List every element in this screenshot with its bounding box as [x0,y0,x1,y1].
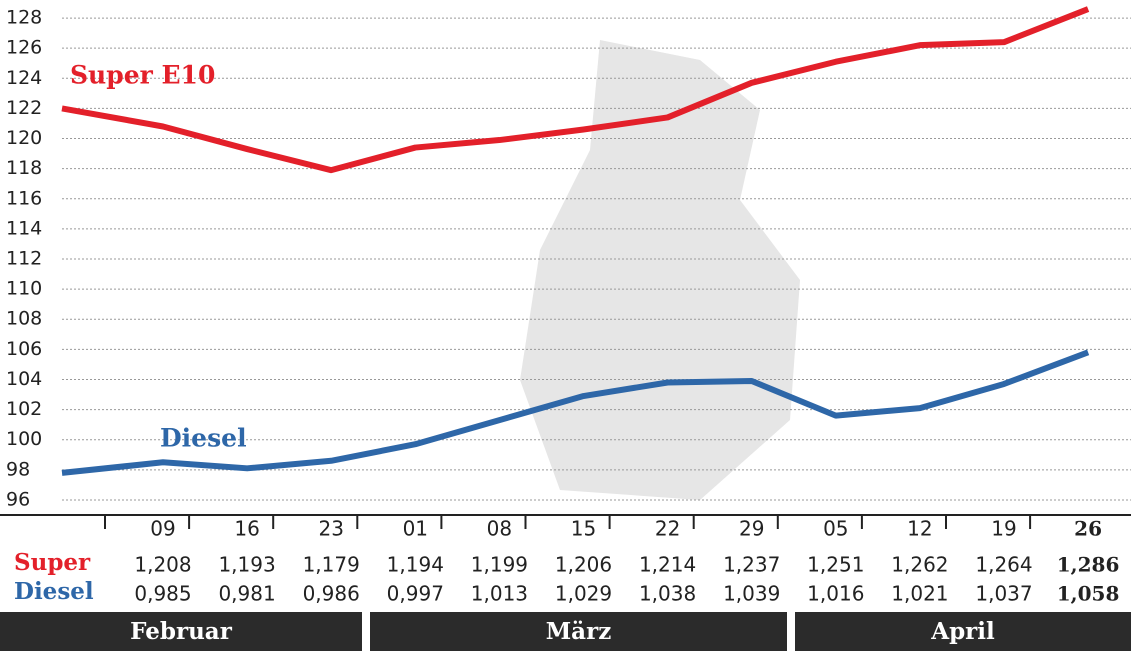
y-tick-label: 108 [6,308,42,330]
value-label: 1,179 [303,553,360,577]
value-label: 1,208 [134,553,191,577]
series-line [62,9,1088,170]
x-tick-label: 08 [487,517,512,541]
value-label: 1,199 [471,553,528,577]
x-tick-label: 22 [655,517,680,541]
month-label: Februar [130,618,233,645]
x-tick-label: 29 [739,517,764,541]
x-tick-label: 12 [907,517,932,541]
value-label: 0,981 [218,582,275,606]
x-tick-label: 01 [403,517,428,541]
value-label: 1,037 [975,582,1032,606]
value-label: 1,058 [1057,582,1120,606]
x-tick-label: 05 [823,517,848,541]
value-label: 1,264 [975,553,1032,577]
value-label: 1,193 [218,553,275,577]
month-label: März [546,618,612,645]
value-label: 0,997 [387,582,444,606]
row-label: Super [14,549,91,576]
y-tick-label: 124 [6,67,42,89]
y-tick-label: 122 [6,97,42,119]
value-label: 1,016 [807,582,864,606]
y-tick-label: 106 [6,338,42,360]
x-tick-label: 23 [318,517,343,541]
x-tick-label: 15 [571,517,596,541]
value-label: 1,214 [639,553,696,577]
value-label: 0,986 [303,582,360,606]
value-label: 1,013 [471,582,528,606]
value-label: 1,286 [1057,553,1120,577]
y-tick-label: 112 [6,248,42,270]
y-tick-label: 110 [6,278,42,300]
y-tick-label: 128 [6,7,42,29]
value-label: 1,038 [639,582,696,606]
x-tick-label: 19 [991,517,1016,541]
value-label: 1,237 [723,553,780,577]
map-backdrop [520,40,800,500]
x-tick-label: 09 [150,517,175,541]
value-label: 1,194 [387,553,444,577]
y-tick-label: 98 [6,458,30,480]
chart: 9698100102104106108110112114116118120122… [0,0,1131,651]
value-label: 1,262 [891,553,948,577]
value-label: 1,206 [555,553,612,577]
y-tick-label: 100 [6,428,42,450]
month-label: April [930,618,995,645]
value-label: 0,985 [134,582,191,606]
series-label: Diesel [160,424,247,453]
x-tick-label: 16 [234,517,259,541]
y-tick-label: 96 [6,488,30,510]
value-label: 1,251 [807,553,864,577]
y-tick-label: 126 [6,37,42,59]
y-tick-label: 120 [6,127,42,149]
y-tick-label: 118 [6,157,42,179]
row-label: Diesel [14,578,94,605]
y-tick-label: 104 [6,368,42,390]
y-tick-label: 102 [6,398,42,420]
value-label: 1,039 [723,582,780,606]
value-label: 1,029 [555,582,612,606]
y-tick-label: 114 [6,217,42,239]
series-label: Super E10 [70,61,215,90]
y-tick-label: 116 [6,187,42,209]
x-tick-label: 26 [1074,517,1102,541]
value-label: 1,021 [891,582,948,606]
